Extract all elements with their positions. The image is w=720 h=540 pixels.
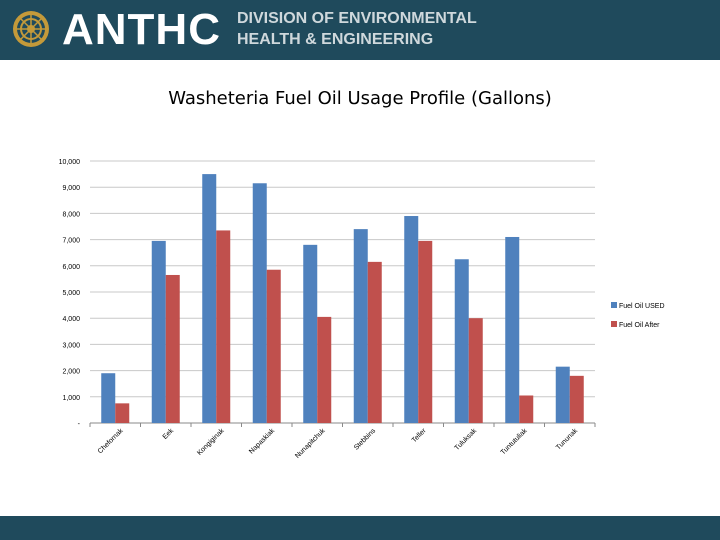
legend-swatch bbox=[611, 302, 617, 308]
x-tick-label: Kongiginak bbox=[196, 427, 226, 457]
x-tick-label: Stebbins bbox=[353, 427, 378, 452]
legend-swatch bbox=[611, 321, 617, 327]
bar-after bbox=[367, 261, 382, 423]
y-tick-label: 9,000 bbox=[62, 185, 80, 192]
brand-logo-text: ANTHC bbox=[62, 5, 221, 54]
bar-after bbox=[418, 240, 433, 423]
x-tick-label: Teller bbox=[411, 427, 428, 444]
legend-label: Fuel Oil After bbox=[619, 322, 660, 329]
slide-title: Washeteria Fuel Oil Usage Profile (Gallo… bbox=[168, 88, 552, 109]
x-tick-label: Eek bbox=[162, 427, 176, 441]
bar-after bbox=[468, 318, 483, 423]
y-tick-label: 4,000 bbox=[62, 316, 80, 323]
bar-after bbox=[165, 274, 180, 423]
bar-used bbox=[505, 236, 520, 423]
footer-band bbox=[0, 516, 720, 540]
division-line-2: HEALTH & ENGINEERING bbox=[237, 31, 434, 48]
bar-used bbox=[151, 240, 166, 423]
bar-used bbox=[555, 366, 570, 423]
bar-after bbox=[317, 316, 332, 423]
fuel-oil-bar-chart: - 1,000 2,000 3,000 4,000 5,000 6,000 7,000 8,00… bbox=[59, 159, 665, 460]
bar-used bbox=[454, 259, 469, 423]
bar-used bbox=[252, 183, 267, 423]
y-tick-label: 6,000 bbox=[62, 264, 80, 271]
y-tick-label: 2,000 bbox=[62, 369, 80, 376]
y-tick-label: 5,000 bbox=[62, 290, 80, 297]
header-banner: ANTHC DIVISION OF ENVIRONMENTAL HEALTH &… bbox=[0, 0, 720, 60]
x-tick-label: Chefornak bbox=[97, 427, 125, 455]
anthc-seal-icon bbox=[13, 11, 49, 47]
y-tick-label: 10,000 bbox=[59, 159, 81, 166]
division-line-1: DIVISION OF ENVIRONMENTAL bbox=[237, 10, 477, 27]
bar-used bbox=[202, 174, 217, 423]
bar-after bbox=[569, 375, 584, 423]
y-tick-label: 3,000 bbox=[62, 342, 80, 349]
x-tick-label: Napaskiak bbox=[248, 427, 276, 455]
bar-used bbox=[404, 216, 419, 423]
y-tick-label: 8,000 bbox=[62, 211, 80, 218]
y-tick-label: 1,000 bbox=[62, 395, 80, 402]
x-tick-label: Tuluksak bbox=[454, 427, 479, 452]
x-tick-label: Tununak bbox=[555, 427, 579, 451]
bar-after bbox=[115, 403, 130, 423]
x-tick-label: Tuntutuliak bbox=[500, 427, 529, 456]
y-tick-label: - bbox=[78, 421, 81, 428]
y-tick-label: 7,000 bbox=[62, 238, 80, 245]
bar-after bbox=[266, 269, 281, 423]
bar-used bbox=[101, 373, 116, 423]
division-name: DIVISION OF ENVIRONMENTAL HEALTH & ENGIN… bbox=[237, 8, 477, 50]
x-tick-label: Nunapitchuk bbox=[294, 427, 327, 460]
bar-used bbox=[353, 229, 368, 423]
bar-used bbox=[303, 244, 318, 423]
bar-after bbox=[216, 230, 231, 423]
bar-after bbox=[519, 395, 534, 423]
legend-label: Fuel Oil USED bbox=[619, 303, 665, 310]
